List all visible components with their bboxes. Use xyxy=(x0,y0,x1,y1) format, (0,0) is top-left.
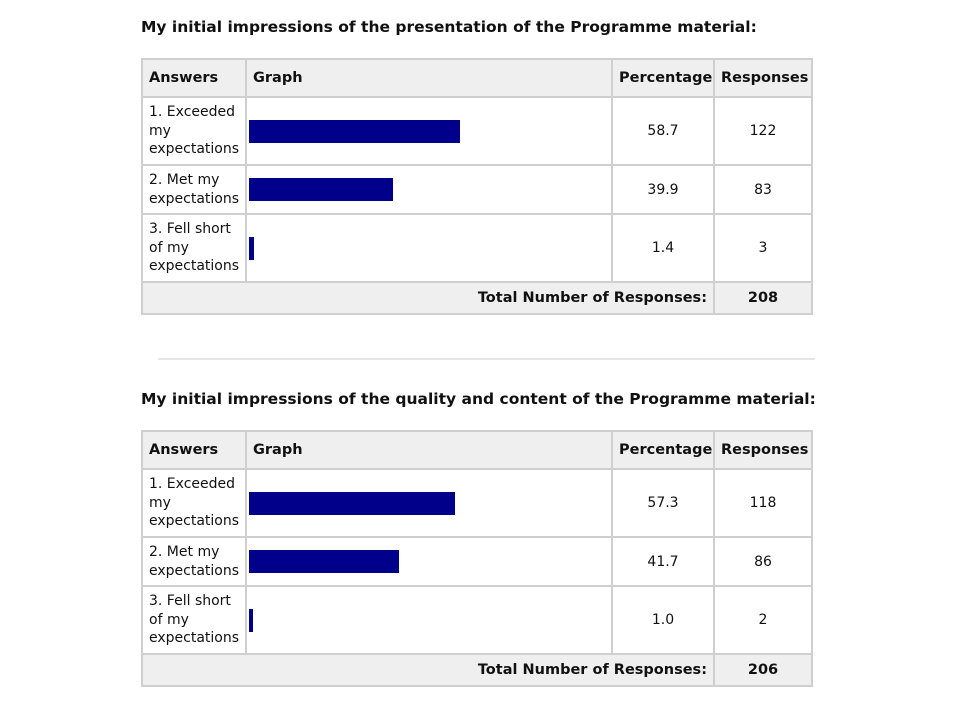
table-row: 3. Fell short of my expectations 1.4 3 xyxy=(141,213,813,283)
header-responses: Responses xyxy=(713,58,813,98)
percentage-value: 58.7 xyxy=(611,96,715,166)
header-graph: Graph xyxy=(245,58,613,98)
results-table: Answers Graph Percentage Responses 1. Ex… xyxy=(141,58,813,315)
percentage-value: 1.0 xyxy=(611,585,715,655)
question-title: My initial impressions of the presentati… xyxy=(141,18,757,36)
table-row: 2. Met my expectations 41.7 86 xyxy=(141,536,813,587)
responses-value: 118 xyxy=(713,468,813,538)
total-row: Total Number of Responses: 208 xyxy=(141,281,813,315)
percentage-value: 41.7 xyxy=(611,536,715,587)
responses-value: 3 xyxy=(713,213,813,283)
header-percentage: Percentage xyxy=(611,58,715,98)
graph-cell xyxy=(245,213,613,283)
answer-label: 3. Fell short of my expectations xyxy=(141,213,247,283)
section-divider xyxy=(158,358,815,360)
answer-label: 1. Exceeded my expectations xyxy=(141,96,247,166)
header-answers: Answers xyxy=(141,430,247,470)
percentage-value: 39.9 xyxy=(611,164,715,215)
graph-cell xyxy=(245,585,613,655)
total-value: 206 xyxy=(713,653,813,687)
percentage-value: 57.3 xyxy=(611,468,715,538)
total-label: Total Number of Responses: xyxy=(141,653,715,687)
answer-label: 2. Met my expectations xyxy=(141,164,247,215)
results-table: Answers Graph Percentage Responses 1. Ex… xyxy=(141,430,813,687)
header-graph: Graph xyxy=(245,430,613,470)
graph-cell xyxy=(245,164,613,215)
bar xyxy=(249,550,400,573)
header-row: Answers Graph Percentage Responses xyxy=(141,58,813,98)
percentage-value: 1.4 xyxy=(611,213,715,283)
responses-value: 86 xyxy=(713,536,813,587)
header-row: Answers Graph Percentage Responses xyxy=(141,430,813,470)
table-row: 2. Met my expectations 39.9 83 xyxy=(141,164,813,215)
question-title: My initial impressions of the quality an… xyxy=(141,390,816,408)
table-row: 3. Fell short of my expectations 1.0 2 xyxy=(141,585,813,655)
bar xyxy=(249,178,393,201)
graph-cell xyxy=(245,96,613,166)
graph-cell xyxy=(245,536,613,587)
total-label: Total Number of Responses: xyxy=(141,281,715,315)
header-percentage: Percentage xyxy=(611,430,715,470)
table-row: 1. Exceeded my expectations 57.3 118 xyxy=(141,468,813,538)
answer-label: 2. Met my expectations xyxy=(141,536,247,587)
table-row: 1. Exceeded my expectations 58.7 122 xyxy=(141,96,813,166)
answer-label: 3. Fell short of my expectations xyxy=(141,585,247,655)
answer-label: 1. Exceeded my expectations xyxy=(141,468,247,538)
bar xyxy=(249,119,461,143)
total-row: Total Number of Responses: 206 xyxy=(141,653,813,687)
bar xyxy=(249,491,456,515)
responses-value: 83 xyxy=(713,164,813,215)
header-answers: Answers xyxy=(141,58,247,98)
bar xyxy=(249,608,253,632)
total-value: 208 xyxy=(713,281,813,315)
graph-cell xyxy=(245,468,613,538)
bar xyxy=(249,236,255,260)
responses-value: 2 xyxy=(713,585,813,655)
header-responses: Responses xyxy=(713,430,813,470)
responses-value: 122 xyxy=(713,96,813,166)
